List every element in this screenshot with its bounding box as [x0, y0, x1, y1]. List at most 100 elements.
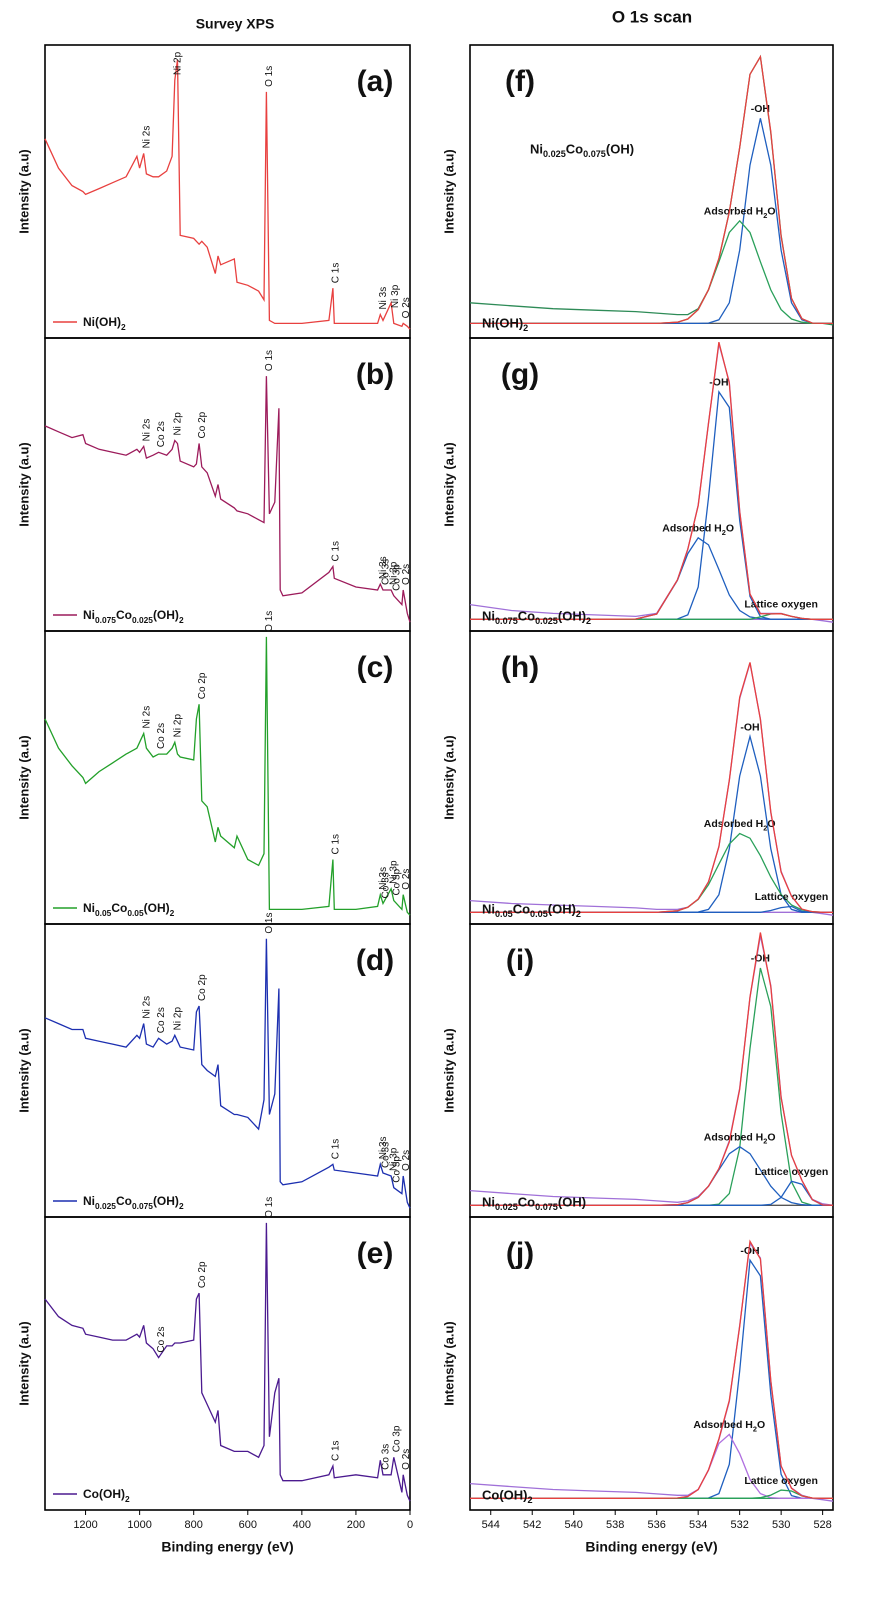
- peak-annotation: Co 3p: [391, 868, 402, 895]
- panel-label: (e): [357, 1237, 394, 1270]
- peak-annotation: Ni 2p: [172, 412, 183, 436]
- x-tick-label: 1000: [127, 1519, 151, 1531]
- spectrum-line: [44, 1222, 411, 1502]
- x-tick-label: 400: [293, 1519, 311, 1531]
- peak-annotation: Co 3s: [381, 872, 392, 898]
- x-tick-label: 540: [565, 1519, 583, 1531]
- peak-annotation: Ni 2s: [141, 706, 152, 729]
- sample-note: Ni0.025Co0.075(OH): [530, 141, 634, 159]
- spectrum-line: [44, 938, 411, 1209]
- sample-label: Ni0.075Co0.025(OH)2: [482, 608, 591, 626]
- x-tick-label: 600: [239, 1519, 257, 1531]
- peak-annotation: Co 3p: [391, 564, 402, 591]
- column-title: O 1s scan: [612, 7, 692, 26]
- peak-label: Lattice oxygen: [744, 1475, 818, 1487]
- peak-label: Lattice oxygen: [744, 598, 818, 610]
- peak-annotation: Co 2p: [197, 1261, 208, 1288]
- panel-label: (j): [506, 1237, 534, 1270]
- peak-annotation: Co 2p: [197, 411, 208, 438]
- y-axis-label: Intensity (a.u): [441, 735, 456, 820]
- panel-label: (c): [357, 651, 394, 684]
- spectrum-line: [470, 54, 833, 325]
- legend-label: Ni0.05Co0.05(OH)2: [83, 901, 175, 918]
- peak-annotation: Ni 2p: [172, 1007, 183, 1031]
- spectrum-line: [470, 662, 833, 913]
- x-tick-label: 538: [606, 1519, 624, 1531]
- x-tick-label: 544: [482, 1519, 500, 1531]
- peak-annotation: O 2s: [401, 869, 412, 890]
- sample-label: Co(OH)2: [482, 1487, 533, 1505]
- x-tick-label: 528: [813, 1519, 831, 1531]
- panel-label: (i): [506, 944, 534, 977]
- sample-label: Ni(OH)2: [482, 315, 528, 333]
- peak-annotation: O 2s: [401, 1150, 412, 1171]
- peak-annotation: O 1s: [264, 350, 275, 371]
- legend-label: Ni0.075Co0.025(OH)2: [83, 608, 184, 625]
- peak-annotation: O 2s: [401, 564, 412, 585]
- peak-label: Lattice oxygen: [755, 1166, 829, 1178]
- legend-label: Ni(OH)2: [83, 315, 126, 332]
- peak-label: Adsorbed H2O: [704, 206, 776, 221]
- y-axis-label: Intensity (a.u): [16, 442, 31, 527]
- x-tick-label: 200: [347, 1519, 365, 1531]
- peak-annotation: Co 2p: [197, 974, 208, 1001]
- spectrum-line: [470, 1258, 833, 1499]
- peak-label: Adsorbed H2O: [704, 818, 776, 833]
- peak-label: -OH: [740, 1245, 759, 1257]
- peak-label: -OH: [751, 103, 770, 115]
- peak-annotation: Co 3s: [381, 1444, 392, 1470]
- peak-annotation: O 2s: [401, 297, 412, 318]
- spectrum-line: [44, 636, 411, 916]
- x-tick-label: 800: [185, 1519, 203, 1531]
- peak-annotation: C 1s: [331, 541, 342, 562]
- peak-annotation: O 1s: [264, 913, 275, 934]
- peak-annotation: O 1s: [264, 1197, 275, 1218]
- peak-annotation: O 1s: [264, 611, 275, 632]
- peak-annotation: Ni 2s: [141, 419, 152, 442]
- spectrum-line: [470, 390, 833, 620]
- peak-annotation: C 1s: [331, 834, 342, 855]
- panel-label: (a): [357, 65, 394, 98]
- spectrum-line: [470, 341, 833, 620]
- y-axis-label: Intensity (a.u): [16, 1321, 31, 1406]
- y-axis-label: Intensity (a.u): [441, 1321, 456, 1406]
- plot-frame: [44, 1216, 411, 1511]
- x-axis-label: Binding energy (eV): [161, 1539, 293, 1555]
- peak-annotation: Ni 3s: [378, 867, 389, 890]
- peak-annotation: Co 2s: [156, 1327, 167, 1353]
- peak-annotation: Ni 3p: [389, 561, 400, 585]
- peak-annotation: Co 3s: [381, 559, 392, 585]
- peak-annotation: Ni 3p: [389, 1147, 400, 1171]
- x-tick-label: 1200: [73, 1519, 97, 1531]
- peak-annotation: Co 3p: [391, 1156, 402, 1183]
- sample-label: Ni0.025Co0.075(OH): [482, 1194, 586, 1212]
- spectrum-line: [470, 733, 833, 913]
- peak-label: Adsorbed H2O: [662, 523, 734, 538]
- peak-annotation: Ni 3s: [378, 1136, 389, 1159]
- plot-frame: [469, 1216, 834, 1511]
- peak-annotation: Co 2p: [197, 672, 208, 699]
- plot-frame: [44, 630, 411, 925]
- peak-annotation: Ni 3p: [389, 860, 400, 884]
- peak-annotation: Co 2s: [156, 1007, 167, 1033]
- panel-label: (h): [501, 651, 539, 684]
- x-tick-label: 530: [772, 1519, 790, 1531]
- column-title: Survey XPS: [196, 16, 275, 32]
- peak-annotation: C 1s: [331, 1139, 342, 1160]
- y-axis-label: Intensity (a.u): [441, 1028, 456, 1113]
- x-tick-label: 536: [648, 1519, 666, 1531]
- peak-annotation: Co 2s: [156, 723, 167, 749]
- peak-annotation: O 1s: [264, 66, 275, 87]
- x-tick-label: 0: [407, 1519, 413, 1531]
- spectrum-line: [469, 663, 834, 916]
- panel-label: (g): [501, 358, 539, 391]
- x-tick-label: 542: [523, 1519, 541, 1531]
- peak-annotation: Co 3s: [381, 1142, 392, 1168]
- peak-annotation: Ni 3p: [390, 284, 401, 308]
- panel-label: (d): [356, 944, 394, 977]
- spectrum-line: [470, 118, 833, 325]
- peak-annotation: O 2s: [401, 1449, 412, 1470]
- legend-label: Co(OH)2: [83, 1487, 130, 1504]
- x-tick-label: 534: [689, 1519, 707, 1531]
